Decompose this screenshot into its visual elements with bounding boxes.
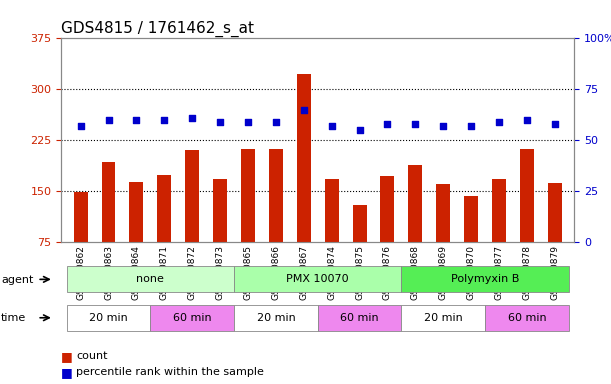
Bar — [381, 176, 395, 293]
Bar — [101, 162, 115, 293]
Text: Polymyxin B: Polymyxin B — [451, 274, 519, 285]
Text: GDS4815 / 1761462_s_at: GDS4815 / 1761462_s_at — [61, 21, 254, 37]
Text: 20 min: 20 min — [424, 313, 463, 323]
Point — [354, 127, 364, 133]
FancyBboxPatch shape — [234, 305, 318, 331]
Point — [327, 123, 337, 129]
Bar — [492, 179, 506, 293]
Text: PMX 10070: PMX 10070 — [287, 274, 349, 285]
FancyBboxPatch shape — [401, 266, 569, 292]
FancyBboxPatch shape — [234, 266, 401, 292]
Text: ■: ■ — [61, 366, 73, 379]
Point — [131, 117, 141, 123]
FancyBboxPatch shape — [67, 266, 234, 292]
Point — [104, 117, 114, 123]
Point — [550, 121, 560, 127]
Text: time: time — [1, 313, 26, 323]
FancyBboxPatch shape — [401, 305, 485, 331]
Bar — [185, 151, 199, 293]
Bar — [158, 175, 171, 293]
Bar — [213, 179, 227, 293]
FancyBboxPatch shape — [485, 305, 569, 331]
Bar — [297, 74, 311, 293]
FancyBboxPatch shape — [318, 305, 401, 331]
Point — [466, 123, 476, 129]
Text: count: count — [76, 351, 108, 361]
FancyBboxPatch shape — [150, 305, 234, 331]
Bar — [436, 184, 450, 293]
Text: ■: ■ — [61, 350, 73, 363]
Point — [438, 123, 448, 129]
Text: 60 min: 60 min — [508, 313, 546, 323]
Point — [243, 119, 253, 125]
Bar — [408, 165, 422, 293]
Bar — [464, 196, 478, 293]
Text: 60 min: 60 min — [340, 313, 379, 323]
Bar — [74, 192, 87, 293]
Text: percentile rank within the sample: percentile rank within the sample — [76, 367, 264, 377]
Point — [299, 107, 309, 113]
Text: agent: agent — [1, 275, 34, 285]
Text: none: none — [136, 274, 164, 285]
Point — [159, 117, 169, 123]
Text: 20 min: 20 min — [89, 313, 128, 323]
Bar — [520, 149, 534, 293]
Bar — [324, 179, 338, 293]
Point — [494, 119, 504, 125]
Point — [382, 121, 392, 127]
FancyBboxPatch shape — [67, 305, 150, 331]
Point — [188, 115, 197, 121]
Point — [411, 121, 420, 127]
Bar — [269, 149, 283, 293]
Text: 20 min: 20 min — [257, 313, 295, 323]
Point — [522, 117, 532, 123]
Bar — [130, 182, 144, 293]
Bar — [548, 183, 562, 293]
Text: 60 min: 60 min — [173, 313, 211, 323]
Point — [76, 123, 86, 129]
Bar — [241, 149, 255, 293]
Point — [271, 119, 281, 125]
Point — [215, 119, 225, 125]
Bar — [353, 205, 367, 293]
